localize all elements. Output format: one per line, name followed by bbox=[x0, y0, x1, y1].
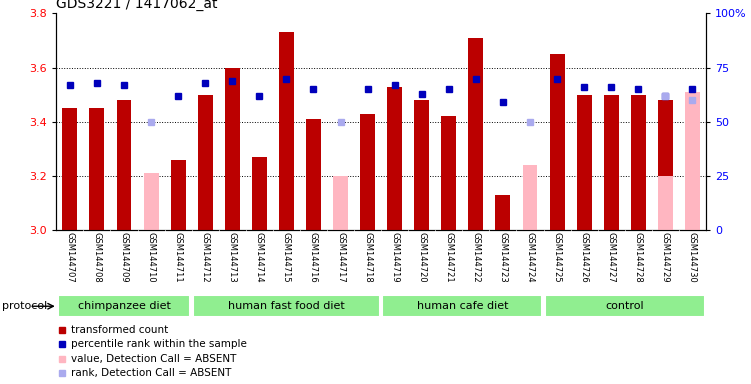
Text: control: control bbox=[605, 301, 644, 311]
Text: GSM144709: GSM144709 bbox=[119, 232, 128, 283]
Bar bbox=[388, 87, 402, 230]
Text: GSM144728: GSM144728 bbox=[634, 232, 643, 283]
Text: GSM144716: GSM144716 bbox=[309, 232, 318, 283]
Text: GSM144719: GSM144719 bbox=[391, 232, 400, 283]
Text: GSM144708: GSM144708 bbox=[92, 232, 101, 283]
Bar bbox=[58, 295, 190, 318]
Bar bbox=[62, 108, 77, 230]
Text: GSM144721: GSM144721 bbox=[445, 232, 454, 283]
Text: GSM144713: GSM144713 bbox=[228, 232, 237, 283]
Text: GSM144710: GSM144710 bbox=[146, 232, 155, 283]
Bar bbox=[193, 295, 380, 318]
Text: GSM144724: GSM144724 bbox=[526, 232, 535, 283]
Text: GSM144730: GSM144730 bbox=[688, 232, 697, 283]
Text: protocol: protocol bbox=[2, 301, 47, 311]
Text: GSM144727: GSM144727 bbox=[607, 232, 616, 283]
Text: GSM144723: GSM144723 bbox=[499, 232, 508, 283]
Bar bbox=[143, 174, 158, 230]
Text: GSM144712: GSM144712 bbox=[201, 232, 210, 283]
Bar bbox=[685, 92, 700, 230]
Text: chimpanzee diet: chimpanzee diet bbox=[77, 301, 170, 311]
Bar bbox=[604, 95, 619, 230]
Bar bbox=[89, 108, 104, 230]
Bar bbox=[496, 195, 511, 230]
Text: GSM144717: GSM144717 bbox=[336, 232, 345, 283]
Bar bbox=[170, 160, 185, 230]
Text: GSM144720: GSM144720 bbox=[418, 232, 427, 283]
Text: GSM144715: GSM144715 bbox=[282, 232, 291, 283]
Bar bbox=[658, 176, 673, 230]
Bar bbox=[442, 116, 457, 230]
Text: value, Detection Call = ABSENT: value, Detection Call = ABSENT bbox=[71, 354, 237, 364]
Bar bbox=[252, 157, 267, 230]
Bar bbox=[198, 95, 213, 230]
Bar bbox=[279, 32, 294, 230]
Bar bbox=[469, 38, 484, 230]
Bar bbox=[333, 176, 348, 230]
Bar bbox=[545, 295, 704, 318]
Bar bbox=[577, 95, 592, 230]
Bar bbox=[550, 54, 565, 230]
Text: transformed count: transformed count bbox=[71, 325, 168, 335]
Text: human cafe diet: human cafe diet bbox=[417, 301, 508, 311]
Bar bbox=[382, 295, 542, 318]
Text: GSM144722: GSM144722 bbox=[472, 232, 481, 283]
Text: GSM144726: GSM144726 bbox=[580, 232, 589, 283]
Bar bbox=[685, 138, 700, 230]
Text: GSM144729: GSM144729 bbox=[661, 232, 670, 283]
Text: human fast food diet: human fast food diet bbox=[228, 301, 345, 311]
Text: percentile rank within the sample: percentile rank within the sample bbox=[71, 339, 247, 349]
Text: GSM144725: GSM144725 bbox=[553, 232, 562, 283]
Bar bbox=[415, 100, 429, 230]
Text: GSM144714: GSM144714 bbox=[255, 232, 264, 283]
Bar bbox=[306, 119, 321, 230]
Text: rank, Detection Call = ABSENT: rank, Detection Call = ABSENT bbox=[71, 368, 232, 378]
Text: GSM144718: GSM144718 bbox=[363, 232, 372, 283]
Text: GSM144711: GSM144711 bbox=[173, 232, 182, 283]
Bar bbox=[116, 100, 131, 230]
Bar bbox=[225, 68, 240, 230]
Bar bbox=[523, 165, 538, 230]
Text: GDS3221 / 1417062_at: GDS3221 / 1417062_at bbox=[56, 0, 218, 11]
Bar bbox=[631, 95, 646, 230]
Bar bbox=[658, 100, 673, 230]
Bar bbox=[360, 114, 375, 230]
Text: GSM144707: GSM144707 bbox=[65, 232, 74, 283]
